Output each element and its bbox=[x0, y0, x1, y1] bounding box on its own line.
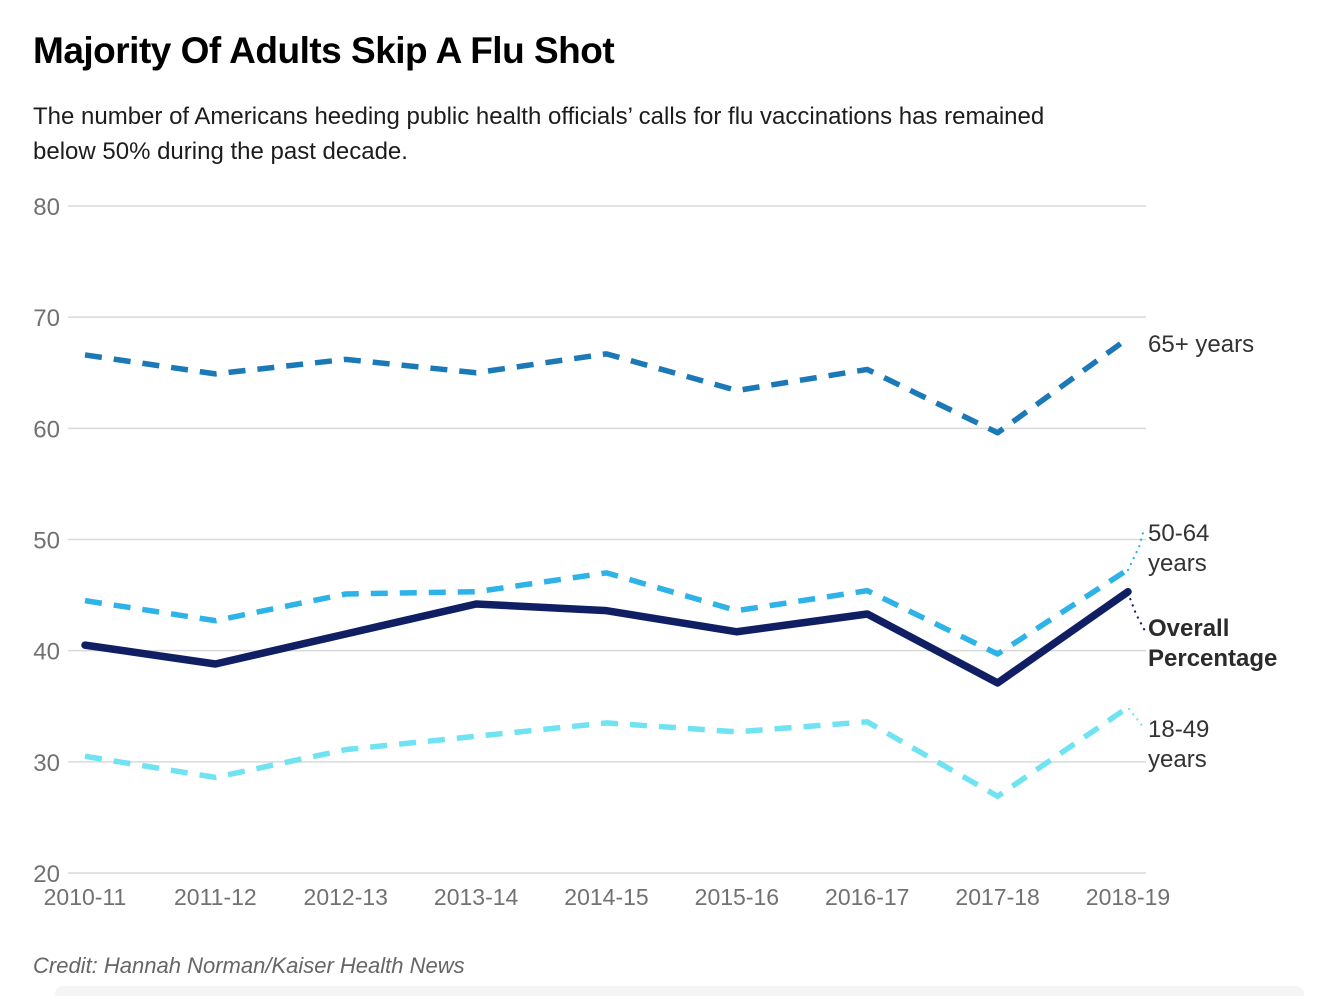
series-label-text: 65+ years bbox=[1148, 331, 1254, 358]
series-line-18-49-years bbox=[84, 705, 1130, 800]
series-label-18-49-years: 18-49 years bbox=[1148, 716, 1209, 773]
series-label-text: Overall bbox=[1148, 615, 1229, 642]
bottom-strip bbox=[55, 986, 1304, 996]
y-tick-label: 40 bbox=[33, 639, 60, 666]
series-label-65-years: 65+ years bbox=[1148, 331, 1254, 358]
x-tick-label: 2017-18 bbox=[955, 884, 1039, 910]
y-tick-label: 60 bbox=[33, 416, 60, 443]
x-axis-tick-labels: 2010-11 2011-12 2012-13 2013-14 2014-15 2015-… bbox=[44, 884, 1171, 910]
page-subtitle: The number of Americans heeding public h… bbox=[33, 99, 1044, 169]
x-tick-label: 2011-12 bbox=[174, 884, 257, 910]
series-label-50-64-years: 50-64 years bbox=[1148, 520, 1209, 577]
x-tick-label: 2013-14 bbox=[434, 884, 519, 910]
series-label-text: 18-49 bbox=[1148, 716, 1209, 743]
series-label-text: years bbox=[1148, 746, 1207, 773]
series-label-overall-percentage: Overall Percentage bbox=[1148, 615, 1277, 672]
leader-line-50-64-years bbox=[1126, 527, 1146, 572]
x-tick-label: 2015-16 bbox=[695, 884, 779, 910]
x-tick-label: 2012-13 bbox=[304, 884, 388, 910]
y-tick-label: 80 bbox=[33, 194, 60, 221]
page-title: Majority Of Adults Skip A Flu Shot bbox=[33, 30, 615, 71]
series-label-text: Percentage bbox=[1148, 645, 1277, 672]
leader-line-18-49-years bbox=[1127, 707, 1146, 730]
x-tick-label: 2014-15 bbox=[564, 884, 648, 910]
x-tick-label: 2010-11 bbox=[44, 884, 127, 910]
series-label-text: years bbox=[1148, 550, 1207, 577]
subtitle-line-1: The number of Americans heeding public h… bbox=[33, 103, 1045, 130]
series-line-overall-percentage bbox=[81, 587, 1132, 687]
y-tick-label: 30 bbox=[33, 750, 60, 777]
y-tick-label: 70 bbox=[33, 305, 60, 332]
y-tick-label: 50 bbox=[33, 528, 60, 555]
series-line-65-years bbox=[84, 336, 1130, 436]
y-tick-label: 20 bbox=[33, 861, 60, 888]
gridlines bbox=[68, 205, 1146, 874]
x-tick-label: 2016-17 bbox=[825, 884, 909, 910]
x-tick-label: 2018-19 bbox=[1086, 884, 1170, 910]
y-axis-tick-labels: 20 30 40 50 60 70 80 bbox=[33, 194, 60, 888]
subtitle-line-2: below 50% during the past decade. bbox=[33, 138, 408, 165]
leader-line-overall-percentage bbox=[1126, 591, 1147, 633]
credit-line: Credit: Hannah Norman/Kaiser Health News bbox=[33, 953, 465, 978]
series-line-50-64-years bbox=[84, 567, 1130, 657]
series-label-text: 50-64 bbox=[1148, 520, 1209, 547]
